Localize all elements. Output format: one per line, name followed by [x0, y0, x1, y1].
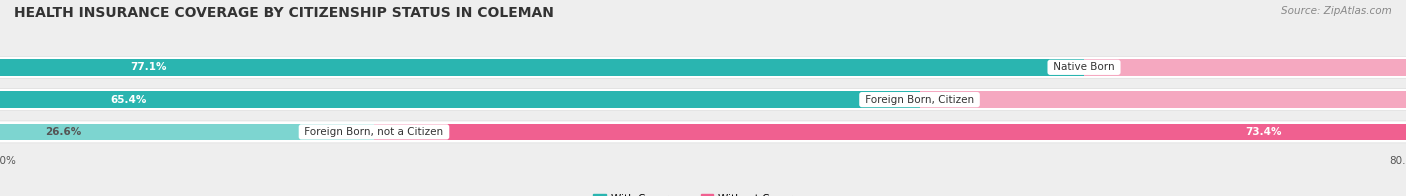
- Text: 77.1%: 77.1%: [131, 62, 166, 72]
- Text: 65.4%: 65.4%: [110, 95, 146, 105]
- Text: 73.4%: 73.4%: [1246, 127, 1282, 137]
- FancyBboxPatch shape: [0, 121, 1406, 143]
- Bar: [0, 91, 920, 108]
- Text: Native Born: Native Born: [1050, 62, 1118, 72]
- Text: Foreign Born, Citizen: Foreign Born, Citizen: [862, 95, 977, 105]
- FancyBboxPatch shape: [0, 56, 1406, 78]
- Text: 26.6%: 26.6%: [45, 127, 82, 137]
- Text: Foreign Born, not a Citizen: Foreign Born, not a Citizen: [301, 127, 447, 137]
- Text: HEALTH INSURANCE COVERAGE BY CITIZENSHIP STATUS IN COLEMAN: HEALTH INSURANCE COVERAGE BY CITIZENSHIP…: [14, 6, 554, 20]
- Bar: [0, 123, 374, 140]
- FancyBboxPatch shape: [0, 89, 1406, 111]
- Bar: [0, 59, 1084, 76]
- Text: Source: ZipAtlas.com: Source: ZipAtlas.com: [1281, 6, 1392, 16]
- Bar: [920, 91, 1406, 108]
- Legend: With Coverage, Without Coverage: With Coverage, Without Coverage: [589, 190, 817, 196]
- Bar: [374, 123, 1406, 140]
- Bar: [1084, 59, 1406, 76]
